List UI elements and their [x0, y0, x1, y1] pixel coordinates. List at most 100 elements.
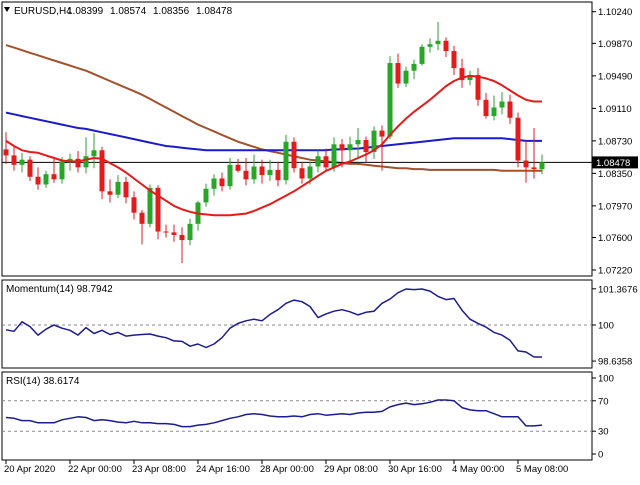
- candle: [267, 159, 273, 182]
- candle-body: [115, 181, 121, 195]
- momentum-title: Momentum(14) 98.7942: [6, 284, 113, 295]
- rsi-line: [5, 399, 543, 428]
- candle: [27, 156, 33, 182]
- time-tick-label: 29 Apr 08:00: [324, 464, 378, 475]
- candle-body: [59, 161, 65, 180]
- candle: [499, 92, 505, 115]
- candle-body: [259, 166, 265, 176]
- price-tick-label: 1.08350: [598, 169, 632, 180]
- candle: [323, 148, 329, 171]
- candle-body: [451, 51, 457, 69]
- candle: [315, 150, 321, 173]
- candle-body: [3, 149, 9, 156]
- time-tick-label: 20 Apr 2020: [4, 464, 55, 475]
- time-tick-label: 24 Apr 16:00: [196, 464, 250, 475]
- candle-body: [395, 63, 401, 84]
- momentum-tick-label: 101.3676: [598, 284, 638, 295]
- low-value: 1.08356: [153, 6, 190, 17]
- candle-body: [539, 162, 545, 170]
- candle: [435, 21, 441, 51]
- candle-body: [123, 181, 129, 198]
- candle-body: [139, 212, 145, 224]
- close-value: 1.08478: [196, 6, 233, 17]
- rsi-title: RSI(14) 38.6174: [6, 376, 80, 387]
- candle-body: [251, 166, 257, 180]
- candle-body: [443, 40, 449, 52]
- momentum-line: [5, 288, 542, 358]
- dropdown-triangle-icon[interactable]: [4, 7, 10, 12]
- candle: [203, 183, 209, 207]
- candle-body: [299, 168, 305, 179]
- candle: [515, 112, 521, 168]
- candle-body: [275, 169, 281, 181]
- candle-body: [35, 176, 41, 185]
- candle-body: [323, 156, 329, 168]
- price-plot: [2, 21, 592, 264]
- candle: [155, 185, 161, 240]
- candle-body: [459, 68, 465, 81]
- candle-body: [347, 144, 353, 151]
- time-tick-label: 22 Apr 00:00: [68, 464, 122, 475]
- ma-mid-line: [5, 111, 542, 152]
- candle-body: [91, 150, 97, 157]
- candle: [259, 159, 265, 184]
- candle: [275, 162, 281, 187]
- time-tick-label: 23 Apr 08:00: [132, 464, 186, 475]
- candle: [443, 37, 449, 58]
- candle-body: [315, 156, 321, 167]
- rsi-plot: [2, 399, 592, 432]
- candle-body: [211, 178, 217, 189]
- candle: [3, 132, 9, 164]
- candle: [179, 227, 185, 264]
- candle-body: [155, 187, 161, 232]
- candle-body: [283, 141, 289, 181]
- candle-body: [331, 144, 337, 168]
- candle-body: [107, 191, 113, 195]
- candle: [459, 58, 465, 88]
- candle: [411, 59, 417, 80]
- candle-body: [67, 158, 73, 162]
- rsi-tick-label: 0: [598, 450, 603, 461]
- time-tick-label: 30 Apr 16:00: [388, 464, 442, 475]
- symbol-label: EURUSD,H4: [14, 6, 72, 17]
- candle-body: [531, 167, 537, 170]
- candle: [19, 152, 25, 173]
- candle: [507, 94, 513, 124]
- price-tick-label: 1.07600: [598, 233, 632, 244]
- candle-body: [235, 164, 241, 171]
- candle: [211, 174, 217, 196]
- candle: [475, 68, 481, 106]
- candle-body: [499, 101, 505, 108]
- candle-body: [507, 101, 513, 118]
- price-tick-label: 1.09870: [598, 39, 632, 50]
- candle-body: [11, 155, 17, 165]
- candle: [251, 154, 257, 184]
- candle-body: [75, 158, 81, 168]
- candle-body: [83, 156, 89, 168]
- candle: [283, 134, 289, 185]
- candle: [483, 92, 489, 119]
- axes: 1.10240 1.09870 1.09490 1.09110 1.08730 1.083…: [4, 7, 638, 475]
- candle: [395, 53, 401, 88]
- candle-body: [51, 174, 57, 180]
- candle-body: [355, 140, 361, 145]
- candle: [331, 137, 337, 172]
- price-tick-label: 1.07220: [598, 266, 632, 277]
- candle-body: [403, 70, 409, 84]
- candle-body: [243, 170, 249, 180]
- ma-slow-line: [5, 44, 542, 172]
- candle-body: [363, 140, 369, 152]
- candle: [83, 137, 89, 174]
- candle-body: [379, 130, 385, 137]
- momentum-tick-label: 100: [598, 321, 614, 332]
- candle: [419, 44, 425, 66]
- candle-body: [515, 117, 521, 161]
- candle: [171, 224, 177, 242]
- price-tick-label: 1.07970: [598, 201, 632, 212]
- price-tick-label: 1.08730: [598, 136, 632, 147]
- candle: [139, 210, 145, 245]
- candle-body: [387, 63, 393, 137]
- candle: [339, 139, 345, 168]
- candle-body: [483, 99, 489, 117]
- candle: [539, 154, 545, 175]
